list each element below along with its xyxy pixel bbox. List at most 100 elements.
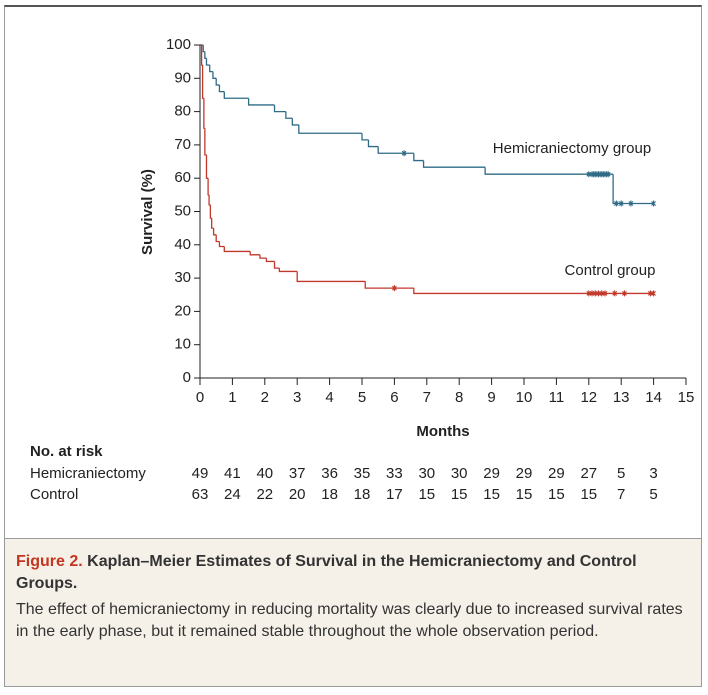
- risk-value: 7: [617, 486, 625, 503]
- survival-step: [377, 146, 414, 154]
- survival-step: [203, 98, 205, 129]
- risk-value: 27: [580, 465, 597, 482]
- y-tick-label: 90: [174, 69, 191, 86]
- series-label: Control group: [565, 262, 656, 279]
- x-tick-label: 15: [678, 389, 695, 406]
- censor-mark: [622, 290, 627, 297]
- caption-text: The effect of hemicraniectomy in reducin…: [16, 601, 683, 640]
- risk-value: 33: [386, 465, 403, 482]
- survival-step: [202, 45, 205, 53]
- y-tick-label: 0: [183, 369, 191, 386]
- censor-mark: [618, 200, 624, 207]
- risk-value: 41: [224, 465, 241, 482]
- risk-value: 37: [289, 465, 306, 482]
- y-tick-label: 10: [174, 336, 191, 353]
- survival-step: [413, 288, 654, 295]
- risk-value: 15: [418, 486, 435, 503]
- risk-value: 29: [516, 465, 533, 482]
- y-tick-label: 20: [174, 302, 191, 319]
- y-tick-label: 60: [174, 169, 191, 186]
- survival-step: [291, 118, 299, 126]
- risk-value: 30: [451, 465, 468, 482]
- risk-value: 30: [418, 465, 435, 482]
- survival-step: [211, 218, 214, 229]
- survival-step: [209, 204, 212, 219]
- censor-mark: [651, 290, 656, 297]
- x-tick-label: 11: [549, 389, 565, 406]
- risk-value: 24: [224, 486, 241, 503]
- risk-row-label: Control: [30, 486, 78, 503]
- y-tick-label: 70: [174, 136, 191, 153]
- x-tick-label: 5: [358, 389, 366, 406]
- survival-step: [612, 174, 654, 205]
- risk-value: 17: [386, 486, 403, 503]
- survival-step: [218, 84, 225, 93]
- censor-mark: [612, 290, 618, 297]
- survival-step: [215, 78, 220, 86]
- caption-label: Figure 2.: [16, 553, 83, 570]
- survival-step: [361, 133, 369, 141]
- x-axis-label: Months: [416, 423, 469, 440]
- risk-value: 36: [321, 465, 338, 482]
- risk-row-label: Hemicraniectomy: [30, 465, 146, 482]
- x-tick-label: 10: [516, 389, 533, 406]
- y-tick-label: 100: [166, 36, 191, 53]
- survival-step: [207, 178, 210, 196]
- survival-step: [247, 98, 275, 106]
- risk-value: 18: [354, 486, 371, 503]
- risk-value: 15: [548, 486, 565, 503]
- x-tick-label: 14: [645, 389, 662, 406]
- survival-step: [204, 51, 207, 59]
- risk-value: 15: [451, 486, 468, 503]
- risk-value: 40: [256, 465, 273, 482]
- censor-mark: [605, 171, 611, 178]
- survival-step: [285, 111, 293, 119]
- survival-step: [273, 261, 280, 269]
- x-tick-label: 0: [196, 389, 204, 406]
- survival-step: [249, 251, 260, 256]
- chart: Survival (%) Months Hemicraniectomy grou…: [30, 36, 695, 503]
- risk-value: 20: [289, 486, 306, 503]
- survival-step: [296, 271, 366, 283]
- risk-value: 5: [617, 465, 625, 482]
- survival-step: [273, 104, 286, 113]
- survival-step: [212, 71, 217, 79]
- x-tick-label: 8: [455, 389, 463, 406]
- survival-step: [205, 58, 210, 66]
- x-tick-label: 2: [261, 389, 269, 406]
- survival-step: [208, 194, 211, 206]
- caption-heading: Figure 2. Kaplan–Meier Estimates of Surv…: [16, 551, 687, 595]
- y-tick-label: 30: [174, 269, 191, 286]
- risk-value: 15: [580, 486, 597, 503]
- censor-mark: [392, 285, 397, 292]
- survival-step: [265, 258, 275, 263]
- censor-mark: [628, 200, 634, 207]
- risk-value: 49: [192, 465, 209, 482]
- caption-title: Kaplan–Meier Estimates of Survival in th…: [16, 553, 637, 592]
- series-label: Hemicraniectomy group: [493, 140, 651, 157]
- survival-step: [259, 254, 267, 259]
- risk-value: 5: [649, 486, 657, 503]
- x-tick-label: 13: [613, 389, 630, 406]
- risk-value: 29: [483, 465, 500, 482]
- risk-table-title: No. at risk: [30, 443, 103, 460]
- survival-step: [200, 45, 203, 66]
- censor-mark: [401, 150, 407, 157]
- x-tick-label: 6: [390, 389, 398, 406]
- survival-step: [218, 241, 225, 248]
- survival-step: [215, 234, 220, 243]
- y-axis-label: Survival (%): [139, 169, 156, 255]
- x-tick-label: 1: [228, 389, 236, 406]
- risk-value: 35: [354, 465, 371, 482]
- censor-mark: [602, 290, 608, 297]
- x-tick-label: 9: [487, 389, 495, 406]
- y-tick-label: 80: [174, 103, 191, 120]
- risk-value: 15: [483, 486, 500, 503]
- risk-value: 15: [516, 486, 533, 503]
- risk-value: 22: [256, 486, 273, 503]
- survival-step: [364, 281, 414, 289]
- survival-step: [367, 139, 379, 148]
- figure-frame: [4, 5, 702, 687]
- survival-step: [205, 154, 209, 179]
